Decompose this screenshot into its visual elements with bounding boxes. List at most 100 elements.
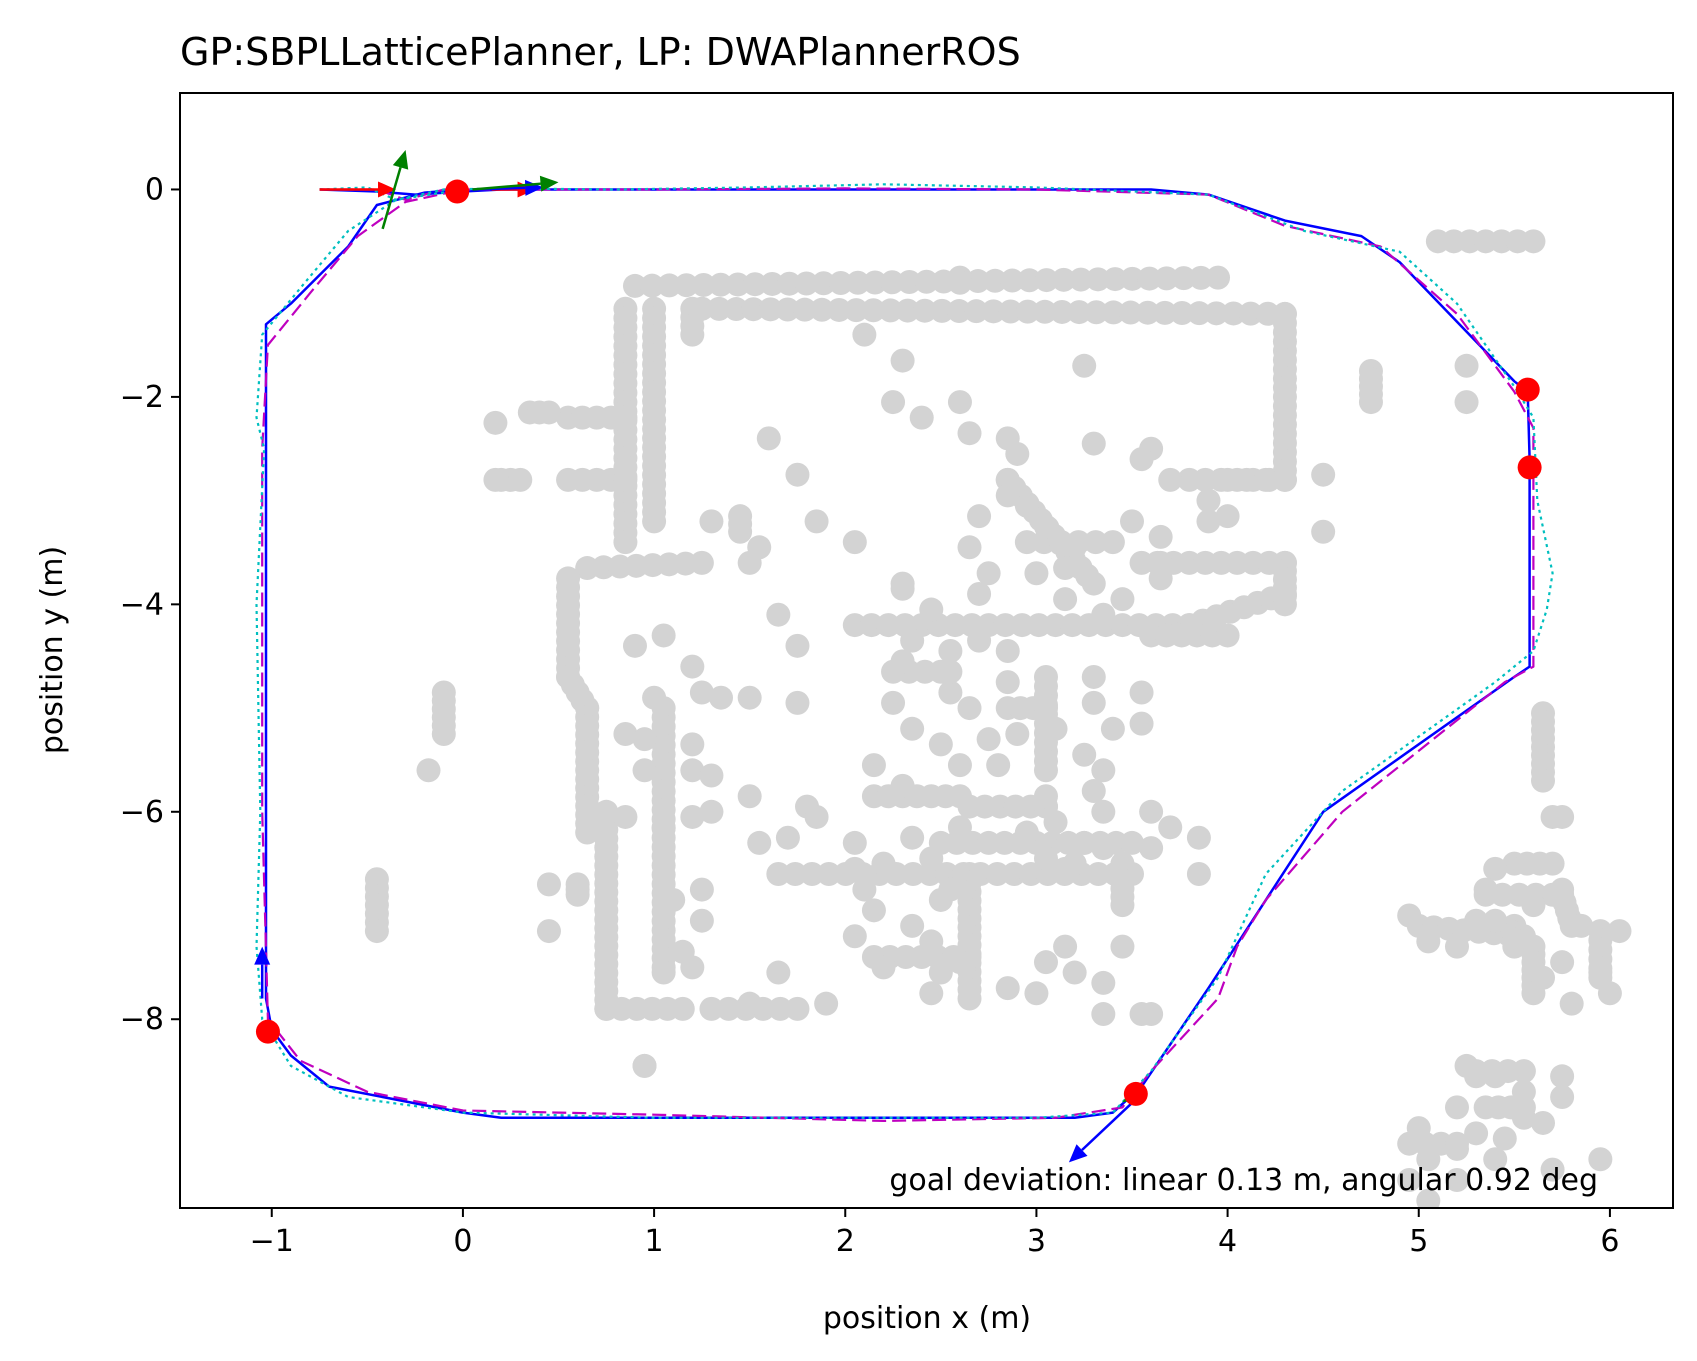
- obstacle-point: [995, 639, 1020, 664]
- obstacle-point: [1397, 1167, 1422, 1192]
- obstacle-point: [1464, 908, 1489, 933]
- obstacle-point: [1034, 268, 1059, 293]
- obstacle-point: [901, 862, 926, 887]
- obstacle-point: [828, 270, 853, 295]
- obstacle-point: [816, 862, 841, 887]
- obstacle-point: [1091, 602, 1116, 627]
- plot-area: goal deviation: linear 0.13 m, angular 0…: [254, 150, 1632, 1208]
- obstacle-point: [1358, 390, 1383, 415]
- obstacle-point: [861, 298, 886, 323]
- obstacle-point: [1014, 820, 1039, 845]
- obstacle-point: [811, 271, 836, 296]
- obstacle-point: [651, 960, 676, 985]
- obstacle-point: [1072, 830, 1097, 855]
- obstacle-point: [880, 270, 905, 295]
- obstacle-point: [483, 410, 508, 435]
- obstacle-point: [699, 509, 724, 534]
- obstacle-point: [1081, 571, 1106, 596]
- obstacle-point: [1483, 908, 1508, 933]
- obstacle-point: [1053, 856, 1078, 881]
- obstacle-point: [881, 690, 906, 715]
- obstacle-point: [1511, 1079, 1536, 1104]
- obstacle-point: [1139, 1002, 1164, 1027]
- obstacle-point: [1171, 266, 1196, 291]
- obstacle-point: [689, 877, 714, 902]
- obstacle-point: [1416, 1147, 1441, 1172]
- obstacle-point: [985, 862, 1010, 887]
- obstacle-point: [737, 685, 762, 710]
- obstacle-point: [1101, 300, 1126, 325]
- obstacle-point: [775, 825, 800, 850]
- obstacle-point: [716, 996, 741, 1021]
- obstacle-point: [1043, 613, 1068, 638]
- obstacle-point: [844, 298, 869, 323]
- goal-marker: [445, 179, 470, 204]
- obstacle-point: [1531, 1110, 1556, 1135]
- obstacle-point: [1081, 431, 1106, 456]
- obstacle-point: [1033, 846, 1058, 871]
- obstacle-point: [1502, 934, 1527, 959]
- obstacle-point: [900, 628, 925, 653]
- obstacle-point: [1100, 716, 1125, 741]
- obstacle-point: [1100, 530, 1125, 555]
- obstacle-point: [1148, 524, 1173, 549]
- obstacle-point: [1120, 266, 1145, 291]
- obstacle-point: [938, 877, 963, 902]
- obstacle-point: [642, 509, 667, 534]
- obstacle-point: [674, 273, 699, 298]
- obstacle-point: [1024, 561, 1049, 586]
- obstacle-point: [938, 659, 963, 684]
- obstacle-point: [680, 758, 705, 783]
- obstacle-point: [1091, 1002, 1116, 1027]
- obstacle-point: [1492, 1126, 1517, 1151]
- obstacle-point: [1559, 991, 1584, 1016]
- obstacle-point: [743, 272, 768, 297]
- arrow-layer: [254, 150, 1143, 1163]
- x-tick-label: −1: [250, 1224, 294, 1259]
- obstacle-point: [1068, 267, 1093, 292]
- obstacle-point: [1033, 950, 1058, 975]
- obstacle-point: [842, 530, 867, 555]
- obstacle-point: [416, 758, 441, 783]
- obstacle-point: [976, 561, 1001, 586]
- obstacle-layer: [364, 229, 1632, 1208]
- obstacle-point: [1110, 587, 1135, 612]
- goal-marker: [255, 1019, 280, 1044]
- obstacle-point: [1072, 353, 1097, 378]
- x-tick-label: 1: [645, 1224, 664, 1259]
- obstacle-point: [1550, 1064, 1575, 1089]
- obstacle-point: [1473, 877, 1498, 902]
- obstacle-point: [1531, 768, 1556, 793]
- obstacle-point: [1550, 877, 1575, 902]
- obstacle-point: [651, 623, 676, 648]
- obstacle-point: [766, 602, 791, 627]
- obstacle-point: [1085, 267, 1110, 292]
- obstacle-point: [1010, 613, 1035, 638]
- obstacle-point: [1170, 301, 1195, 326]
- obstacle-point: [728, 519, 753, 544]
- x-tick-label: 6: [1600, 1224, 1619, 1259]
- obstacle-point: [680, 955, 705, 980]
- obstacle-point: [928, 960, 953, 985]
- obstacle-point: [613, 405, 638, 430]
- obstacle-point: [947, 753, 972, 778]
- obstacle-point: [1550, 1085, 1575, 1110]
- obstacle-point: [1139, 836, 1164, 861]
- obstacle-point: [1444, 1136, 1469, 1161]
- obstacle-point: [1540, 851, 1565, 876]
- obstacle-point: [747, 830, 772, 855]
- obstacle-point: [1033, 784, 1058, 809]
- obstacle-point: [871, 955, 896, 980]
- obstacle-point: [1186, 862, 1211, 887]
- obstacle-point: [900, 716, 925, 741]
- obstacle-point: [640, 273, 665, 298]
- obstacle-point: [1158, 815, 1183, 840]
- obstacle-point: [680, 322, 705, 347]
- obstacle-point: [737, 550, 762, 575]
- obstacle-point: [689, 680, 714, 705]
- obstacle-point: [993, 613, 1018, 638]
- obstacle-point: [1110, 893, 1135, 918]
- obstacle-point: [842, 613, 867, 638]
- obstacle-point: [691, 272, 716, 297]
- obstacle-point: [1060, 613, 1085, 638]
